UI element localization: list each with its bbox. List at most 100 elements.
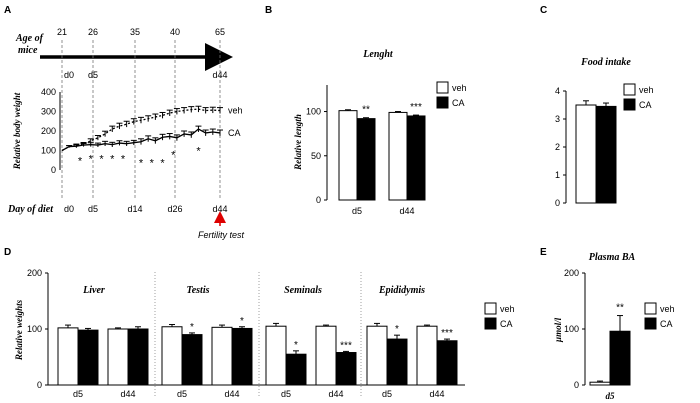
error-bar-ca [343,350,349,353]
legend-label-veh: veh [500,304,515,314]
legend-swatch-CA [623,98,636,111]
significance-label: * [190,322,194,333]
x-tick-label: d5 [606,391,616,401]
x-tick-label: d5 [177,389,187,399]
error-bar-CA [217,129,223,136]
error-bar-veh [217,107,223,114]
error-bar-CA [116,140,123,146]
error-bar-veh [195,105,202,113]
legend-swatch-CA [484,317,497,330]
error-bar-CA [209,128,216,135]
significance-star: * [110,153,115,165]
significance-star: * [196,146,201,158]
legend-swatch-veh [644,302,657,315]
x-tick-label: d44 [120,389,135,399]
error-bar-ca [617,315,623,347]
panel-label-b: B [265,5,272,16]
top-day-tick: d0 [64,70,74,80]
y-tick-label: 0 [37,380,42,390]
bar-veh [107,328,129,386]
y-tick-label: 0 [555,198,560,208]
error-bar-CA [109,141,116,147]
bar-veh [416,325,438,386]
bar-veh [575,104,597,204]
significance-label: *** [410,102,422,113]
error-bar-veh [115,327,121,329]
y-tick-label: 300 [41,107,56,117]
error-bar-ca [239,326,245,329]
x-tick-label: d5 [352,206,362,216]
error-bar-CA [102,140,109,147]
error-bar-ca [135,326,141,329]
y-tick-label: 100 [306,107,321,117]
error-bar-veh [130,118,137,125]
error-bar-ca [189,332,195,335]
panel-e-plasma-ba: Plasma BA 0 100 200 µmol/l ** d5 veh CA [553,252,675,401]
x-tick-label: d44 [224,389,239,399]
error-bar-ca [394,334,400,340]
legend-swatch-CA [644,317,657,330]
bar-veh [161,326,183,386]
y-tick-label: 50 [311,151,321,161]
panel-d-organ-weights: 0 100 200 Relative weights Liver d5 d44 Testis *… [14,268,515,399]
group-title: Seminals [284,285,322,296]
error-bar-CA [80,142,87,147]
y-tick-label: 3 [555,114,560,124]
bar-veh [366,325,388,386]
error-bar-CA [173,134,180,141]
significance-label: *** [340,340,352,351]
bar-ca [181,334,203,386]
error-bar-CA [202,129,209,136]
series-label-CA: CA [228,128,241,138]
chart-title: Plasma BA [589,252,636,263]
bar-ca [356,118,376,201]
legend-label-veh: veh [452,83,467,93]
error-bar-veh [202,107,209,114]
group-title: Liver [82,285,105,296]
error-bar-ca [85,327,91,331]
error-bar-veh [395,111,401,113]
y-axis-label: µmol/l [553,317,563,343]
x-tick-label: d5 [73,389,83,399]
error-bar-veh [65,324,71,328]
y-tick-label: 100 [564,324,579,334]
group-title: Testis [187,285,210,296]
significance-label: * [240,316,244,327]
error-bar-veh [166,109,173,116]
x-tick-label: d5 [382,389,392,399]
error-bar-veh [173,108,180,115]
bar-ca [386,338,408,386]
error-bar-veh [159,111,166,119]
panel-label-d: D [4,247,11,258]
error-bar-veh [152,113,159,120]
y-axis-label: Relative body weight [12,92,22,170]
age-tick: 26 [88,27,98,37]
significance-label: *** [441,328,453,339]
error-bar-CA [181,130,188,137]
error-bar-veh [145,115,152,122]
error-bar-veh [109,125,116,132]
y-tick-label: 0 [316,195,321,205]
group-title: Epididymis [378,285,425,296]
x-tick-label: d5 [281,389,291,399]
legend-swatch-veh [484,302,497,315]
significance-star: * [89,153,94,165]
y-tick-label: 2 [555,142,560,152]
significance-star: * [99,153,104,165]
age-of-mice-label-2: mice [18,45,38,56]
error-bar-veh [169,324,175,327]
error-bar-CA [130,139,137,146]
x-tick-label: d44 [429,389,444,399]
error-bar-veh [323,324,329,327]
y-tick-label: 200 [564,268,579,278]
error-bar-CA [87,142,94,147]
error-bar-veh [188,106,195,113]
error-bar-ca [603,102,609,107]
error-bar-CA [159,133,166,141]
error-bar-veh [583,100,589,105]
age-tick: 65 [215,27,225,37]
error-bar-veh [87,138,94,143]
error-bar-veh [374,322,380,327]
